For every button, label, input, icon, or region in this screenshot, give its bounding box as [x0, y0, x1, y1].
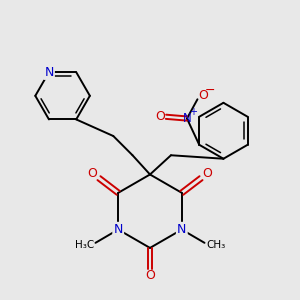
Text: N: N: [44, 66, 54, 79]
Text: O: O: [198, 88, 208, 102]
Text: CH₃: CH₃: [206, 240, 225, 250]
Text: −: −: [205, 84, 216, 97]
Text: +: +: [189, 107, 197, 117]
Text: O: O: [87, 167, 97, 180]
Text: H₃C: H₃C: [75, 240, 94, 250]
Text: O: O: [145, 269, 155, 282]
Text: N: N: [113, 223, 123, 236]
Text: N: N: [177, 223, 187, 236]
Text: O: O: [155, 110, 165, 123]
Text: N: N: [183, 112, 191, 125]
Text: O: O: [203, 167, 213, 180]
